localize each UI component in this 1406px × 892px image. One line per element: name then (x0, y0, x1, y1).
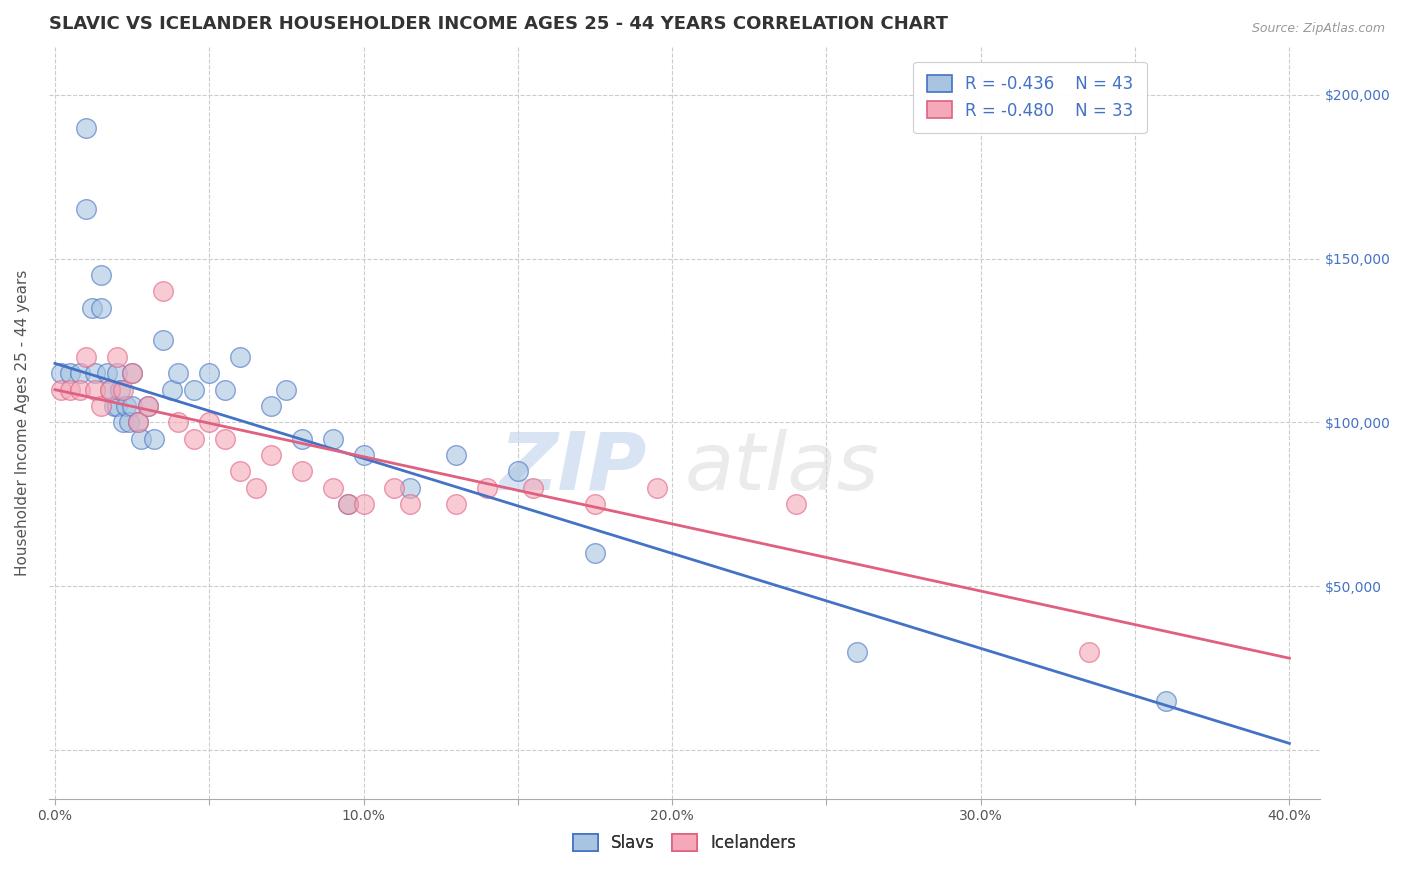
Point (152, 334, 174, 348)
Point (111, 416, 134, 430)
Point (291, 465, 314, 479)
Point (105, 350, 128, 364)
Point (583, 497, 606, 511)
Point (49, 383, 72, 397)
Point (160, 383, 183, 397)
Point (49, 366, 72, 380)
Point (75, 350, 97, 364)
Point (1154, 694, 1177, 708)
Point (121, 366, 143, 380)
Point (100, 383, 122, 397)
Point (475, 481, 498, 495)
Point (444, 448, 467, 462)
Point (384, 481, 406, 495)
Point (75, 202, 97, 217)
Point (131, 432, 153, 446)
Point (214, 432, 236, 446)
Point (337, 497, 360, 511)
Point (353, 448, 375, 462)
Point (260, 399, 283, 413)
Point (108, 383, 131, 397)
Point (291, 432, 314, 446)
Point (100, 383, 122, 397)
Point (337, 497, 360, 511)
Point (245, 481, 267, 495)
Text: ZIP: ZIP (499, 428, 647, 507)
Point (121, 366, 143, 380)
Point (353, 497, 375, 511)
Point (59, 366, 82, 380)
Point (506, 465, 529, 479)
Y-axis label: Householder Income Ages 25 - 44 years: Householder Income Ages 25 - 44 years (15, 269, 30, 575)
Point (118, 416, 141, 430)
Point (276, 383, 298, 397)
Point (121, 399, 143, 413)
Point (69, 383, 91, 397)
Point (322, 432, 344, 446)
Point (142, 432, 165, 446)
Point (105, 366, 128, 380)
Point (105, 399, 128, 413)
Point (198, 416, 221, 430)
Point (183, 383, 205, 397)
Point (260, 448, 283, 462)
Text: SLAVIC VS ICELANDER HOUSEHOLDER INCOME AGES 25 - 44 YEARS CORRELATION CHART: SLAVIC VS ICELANDER HOUSEHOLDER INCOME A… (49, 15, 948, 33)
Point (75, 120, 97, 135)
Point (80, 301, 103, 315)
Point (136, 399, 159, 413)
Point (229, 350, 252, 364)
Point (846, 645, 869, 659)
Point (1077, 645, 1099, 659)
Point (444, 497, 467, 511)
Point (127, 416, 149, 430)
Point (229, 465, 252, 479)
Point (785, 497, 807, 511)
Legend: Slavs, Icelanders: Slavs, Icelanders (567, 827, 803, 858)
Point (127, 416, 149, 430)
Point (111, 383, 134, 397)
Point (198, 366, 221, 380)
Point (398, 497, 420, 511)
Point (84, 383, 107, 397)
Point (90, 399, 112, 413)
Point (59, 383, 82, 397)
Point (398, 481, 420, 495)
Point (167, 416, 190, 430)
Point (90, 268, 112, 282)
Point (90, 301, 112, 315)
Point (183, 432, 205, 446)
Text: atlas: atlas (685, 428, 879, 507)
Point (152, 285, 174, 299)
Point (69, 366, 91, 380)
Point (522, 481, 544, 495)
Point (322, 481, 344, 495)
Point (84, 366, 107, 380)
Point (583, 546, 606, 560)
Point (103, 399, 125, 413)
Point (115, 399, 138, 413)
Point (167, 366, 190, 380)
Text: Source: ZipAtlas.com: Source: ZipAtlas.com (1251, 22, 1385, 36)
Point (645, 481, 668, 495)
Point (136, 399, 159, 413)
Point (214, 383, 236, 397)
Point (96, 366, 118, 380)
